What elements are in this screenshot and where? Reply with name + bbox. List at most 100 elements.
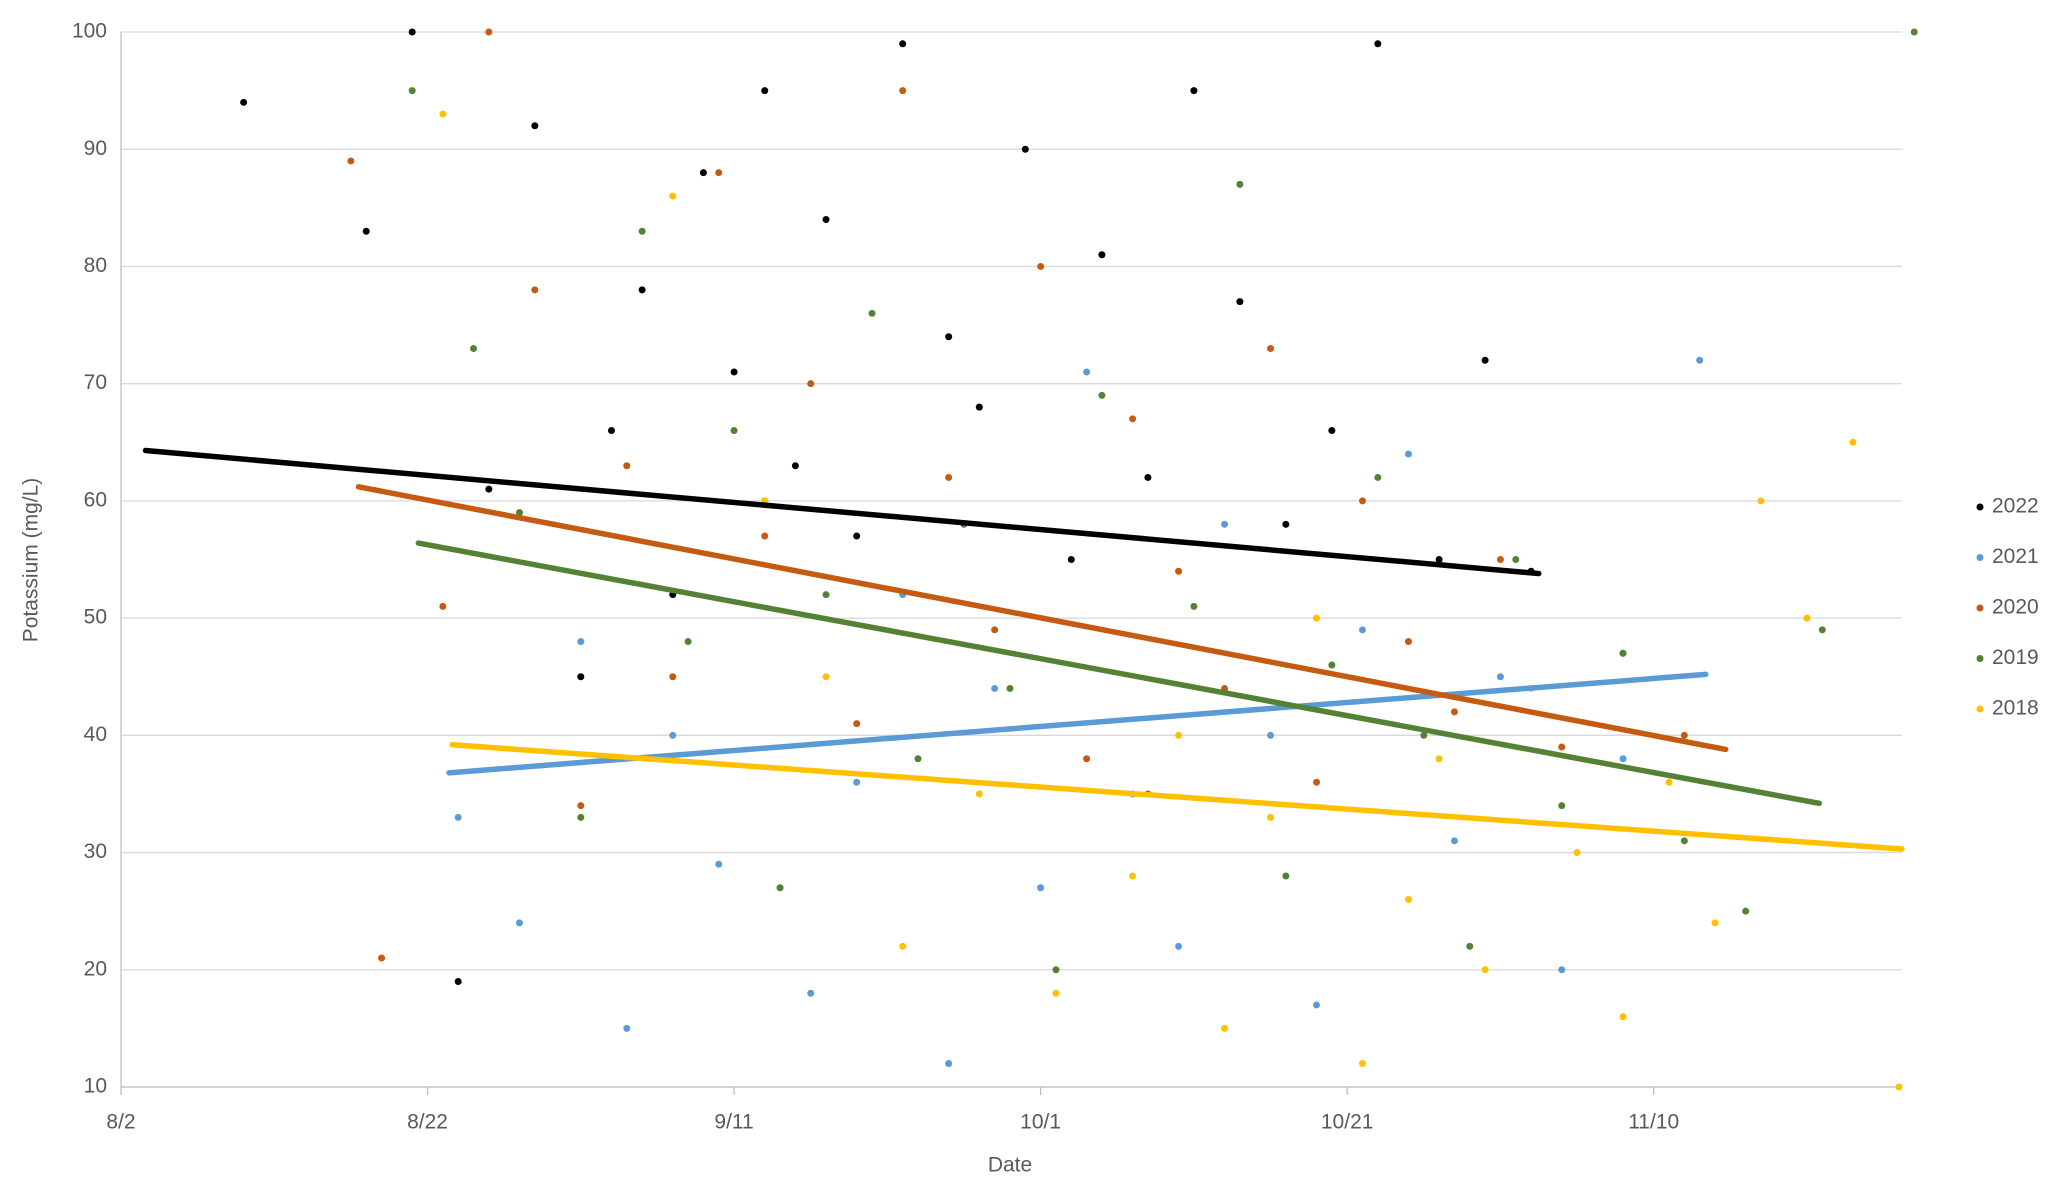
point (1175, 731, 1183, 739)
point (1435, 755, 1443, 763)
x-tick-label: 10/1 (1020, 1111, 1061, 1134)
point (730, 368, 738, 376)
point (1711, 919, 1719, 927)
y-tick-label: 60 (84, 488, 107, 511)
x-axis-label: Date (988, 1154, 1032, 1177)
point (454, 813, 462, 821)
point (439, 602, 447, 610)
point (715, 860, 723, 868)
point (1680, 837, 1688, 845)
legend-label: 2019 (1992, 646, 2039, 669)
y-tick-label: 40 (84, 723, 107, 746)
point (945, 473, 953, 481)
point (669, 192, 677, 200)
point (715, 169, 723, 177)
point (991, 626, 999, 634)
legend-label: 2018 (1992, 697, 2039, 720)
point (470, 345, 478, 352)
y-tick-label: 80 (84, 254, 107, 277)
point (1129, 415, 1137, 423)
legend-marker (1976, 503, 1984, 511)
point (485, 28, 493, 36)
point (945, 333, 953, 341)
trendline (449, 741, 1905, 852)
point (1175, 942, 1183, 950)
point (1098, 391, 1106, 399)
point (347, 157, 355, 165)
point (638, 227, 646, 235)
point (822, 591, 830, 599)
point (1190, 87, 1198, 95)
point (1404, 638, 1412, 646)
point (378, 954, 386, 962)
point (1665, 778, 1673, 786)
point (1466, 942, 1474, 950)
point (1619, 1013, 1627, 1021)
point (853, 720, 861, 728)
point (1282, 520, 1290, 528)
point (623, 1024, 631, 1032)
point (1757, 497, 1765, 505)
point (1404, 450, 1412, 458)
point (1374, 473, 1382, 481)
point (362, 227, 370, 235)
point (914, 755, 922, 763)
point (776, 884, 784, 892)
point (684, 638, 692, 646)
y-tick-label: 10 (84, 1075, 107, 1098)
point (1680, 731, 1688, 739)
y-tick-label: 20 (84, 957, 107, 980)
point (975, 790, 983, 798)
x-tick-label: 8/2 (106, 1111, 135, 1134)
y-tick-label: 90 (84, 137, 107, 160)
point (1849, 438, 1857, 446)
point (1450, 837, 1458, 845)
point (761, 532, 769, 540)
point (1358, 626, 1366, 634)
point (991, 684, 999, 692)
point (1803, 614, 1811, 622)
point (1221, 520, 1229, 528)
y-tick-label: 100 (72, 20, 107, 43)
trendline (415, 540, 1822, 807)
point (1404, 895, 1412, 903)
point (1144, 473, 1152, 481)
point (1374, 40, 1382, 48)
point (1496, 556, 1504, 563)
point (761, 87, 769, 95)
point (1358, 1060, 1366, 1068)
trendline (355, 484, 1729, 753)
point (1435, 556, 1443, 563)
y-tick-label: 30 (84, 840, 107, 863)
point (1619, 649, 1627, 657)
point (822, 216, 830, 224)
point (853, 532, 861, 540)
point (240, 98, 248, 106)
legend-marker (1976, 554, 1984, 561)
point (1573, 849, 1581, 857)
point (1481, 356, 1489, 364)
point (1052, 989, 1060, 997)
point (1037, 262, 1045, 270)
y-tick-label: 50 (84, 606, 107, 629)
point (623, 462, 631, 470)
point (485, 485, 493, 493)
trendline (142, 447, 1542, 577)
x-tick-label: 9/11 (714, 1111, 753, 1134)
point (577, 638, 585, 646)
point (1742, 907, 1750, 915)
point (1037, 884, 1045, 892)
point (945, 1060, 953, 1068)
point (975, 403, 983, 411)
point (454, 978, 462, 985)
point (408, 87, 416, 95)
point (1267, 813, 1275, 821)
x-tick-label: 10/21 (1321, 1111, 1374, 1134)
point (868, 309, 876, 317)
point (1067, 556, 1075, 563)
point (1175, 567, 1183, 575)
point (899, 40, 907, 48)
point (1236, 298, 1244, 306)
point (1558, 743, 1566, 751)
point (1619, 755, 1627, 763)
